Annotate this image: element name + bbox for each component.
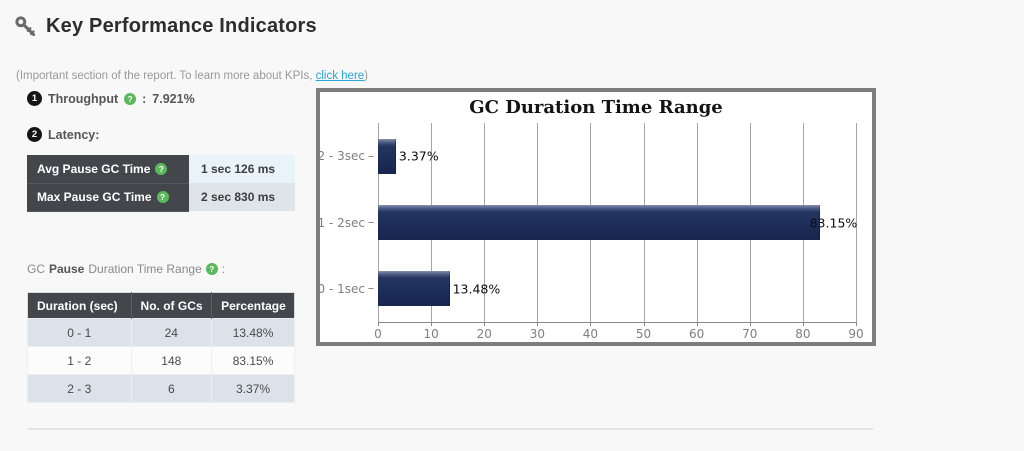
gc-duration-chart: GC Duration Time Range 0 10 20 30 40 50 60 70 80… xyxy=(316,88,876,346)
note-text: (Important section of the report. To lea… xyxy=(16,69,316,82)
table-row: 0 - 1 24 13.48% xyxy=(27,318,295,347)
cell: 13.48% xyxy=(211,318,295,347)
badge-2: 2 xyxy=(27,127,42,142)
x-axis-label: 30 xyxy=(529,327,545,341)
chart-bar xyxy=(378,271,450,307)
chart-bar xyxy=(378,138,396,174)
table-row: 1 - 2 148 83.15% xyxy=(27,346,295,375)
y-axis-label-text: 2 - 3sec xyxy=(317,149,365,164)
page-header: Key Performance Indicators xyxy=(14,15,317,38)
throughput-label: Throughput xyxy=(48,91,119,106)
duration-label-colon: : xyxy=(221,262,226,276)
col-percentage: Percentage xyxy=(211,292,295,319)
x-axis-tick xyxy=(590,322,592,326)
kpi-help-link[interactable]: click here xyxy=(315,69,365,82)
x-axis-label: 60 xyxy=(689,327,705,341)
y-axis-label: 2 - 3sec xyxy=(318,149,374,163)
x-axis-tick xyxy=(696,322,698,326)
y-axis-tick xyxy=(369,288,374,290)
col-gcs: No. of GCs xyxy=(131,292,213,319)
x-axis-label: 50 xyxy=(635,327,652,341)
duration-section-label: GC Pause Duration Time Range ? : xyxy=(27,262,225,276)
help-icon[interactable]: ? xyxy=(155,162,168,175)
table-header-row: Duration (sec) No. of GCs Percentage xyxy=(27,292,295,319)
throughput-row: 1 Throughput ? : 7.921% xyxy=(27,91,195,106)
page-title: Key Performance Indicators xyxy=(46,15,317,37)
chart-gridline xyxy=(856,123,857,322)
x-axis-label: 0 xyxy=(374,327,382,341)
x-axis-tick xyxy=(537,322,539,326)
x-axis-label: 20 xyxy=(476,327,492,341)
cell: 0 - 1 xyxy=(27,318,132,347)
duration-label-prefix: GC xyxy=(27,262,45,276)
throughput-separator: : xyxy=(142,91,147,106)
cell: 83.15% xyxy=(211,346,295,375)
max-pause-label: Max Pause GC Time xyxy=(37,190,152,204)
avg-pause-value: 1 sec 126 ms xyxy=(189,155,295,183)
bar-value-label: 83.15% xyxy=(809,215,858,230)
cell: 148 xyxy=(130,346,213,375)
cell: 24 xyxy=(130,318,213,347)
x-axis-tick xyxy=(378,322,379,326)
x-axis-label: 70 xyxy=(742,327,758,341)
key-icon xyxy=(15,16,36,37)
bar-value-label: 13.48% xyxy=(452,281,501,297)
chart-bar xyxy=(378,205,820,240)
bar-value-label: 3.37% xyxy=(398,148,439,164)
report-note: (Important section of the report. To lea… xyxy=(16,70,368,82)
x-axis-tick xyxy=(484,322,486,326)
latency-table: Avg Pause GC Time? 1 sec 126 ms Max Paus… xyxy=(27,155,295,212)
y-axis-tick xyxy=(369,155,374,157)
cell: 6 xyxy=(130,374,213,403)
table-row: 2 - 3 6 3.37% xyxy=(27,374,295,403)
badge-1: 1 xyxy=(27,91,42,106)
latency-label: Latency: xyxy=(48,127,100,142)
cell: 2 - 3 xyxy=(27,374,132,403)
x-axis-label: 40 xyxy=(582,327,599,341)
help-icon[interactable]: ? xyxy=(156,191,169,203)
table-row: Avg Pause GC Time? 1 sec 126 ms xyxy=(27,155,295,184)
chart-title: GC Duration Time Range xyxy=(469,97,723,118)
y-axis-label: 1 - 2sec xyxy=(318,216,374,230)
col-duration: Duration (sec) xyxy=(27,292,132,319)
x-axis-label: 90 xyxy=(848,327,864,341)
duration-table: Duration (sec) No. of GCs Percentage 0 -… xyxy=(27,292,295,403)
note-close-paren: ) xyxy=(364,69,369,82)
section-divider xyxy=(28,428,873,430)
x-axis-label: 10 xyxy=(423,327,439,341)
y-axis-tick xyxy=(369,222,374,223)
throughput-value: 7.921% xyxy=(152,91,195,106)
table-row: Max Pause GC Time? 2 sec 830 ms xyxy=(27,183,295,212)
duration-label-suffix: Duration Time Range xyxy=(88,262,202,276)
x-axis-tick xyxy=(431,322,433,326)
x-axis-tick xyxy=(749,322,751,326)
y-axis-label-text: 0 - 1sec xyxy=(317,281,365,296)
help-icon[interactable]: ? xyxy=(205,263,218,275)
y-axis-label: 0 - 1sec xyxy=(318,282,374,296)
x-axis-tick xyxy=(856,322,857,326)
duration-label-bold: Pause xyxy=(49,262,85,276)
chart-plot: 0 10 20 30 40 50 60 70 80 90 2 - 3sec 3.37% 1 - 2sec… xyxy=(318,123,864,341)
cell: 3.37% xyxy=(211,374,295,403)
x-axis-tick xyxy=(802,322,804,326)
max-pause-value: 2 sec 830 ms xyxy=(189,183,295,211)
x-axis-tick xyxy=(643,322,645,326)
x-axis-label: 80 xyxy=(795,327,811,341)
help-icon[interactable]: ? xyxy=(124,92,137,105)
y-axis-label-text: 1 - 2sec xyxy=(317,215,365,230)
cell: 1 - 2 xyxy=(27,346,132,375)
avg-pause-label: Avg Pause GC Time xyxy=(37,161,151,176)
latency-row: 2 Latency: xyxy=(27,127,99,142)
